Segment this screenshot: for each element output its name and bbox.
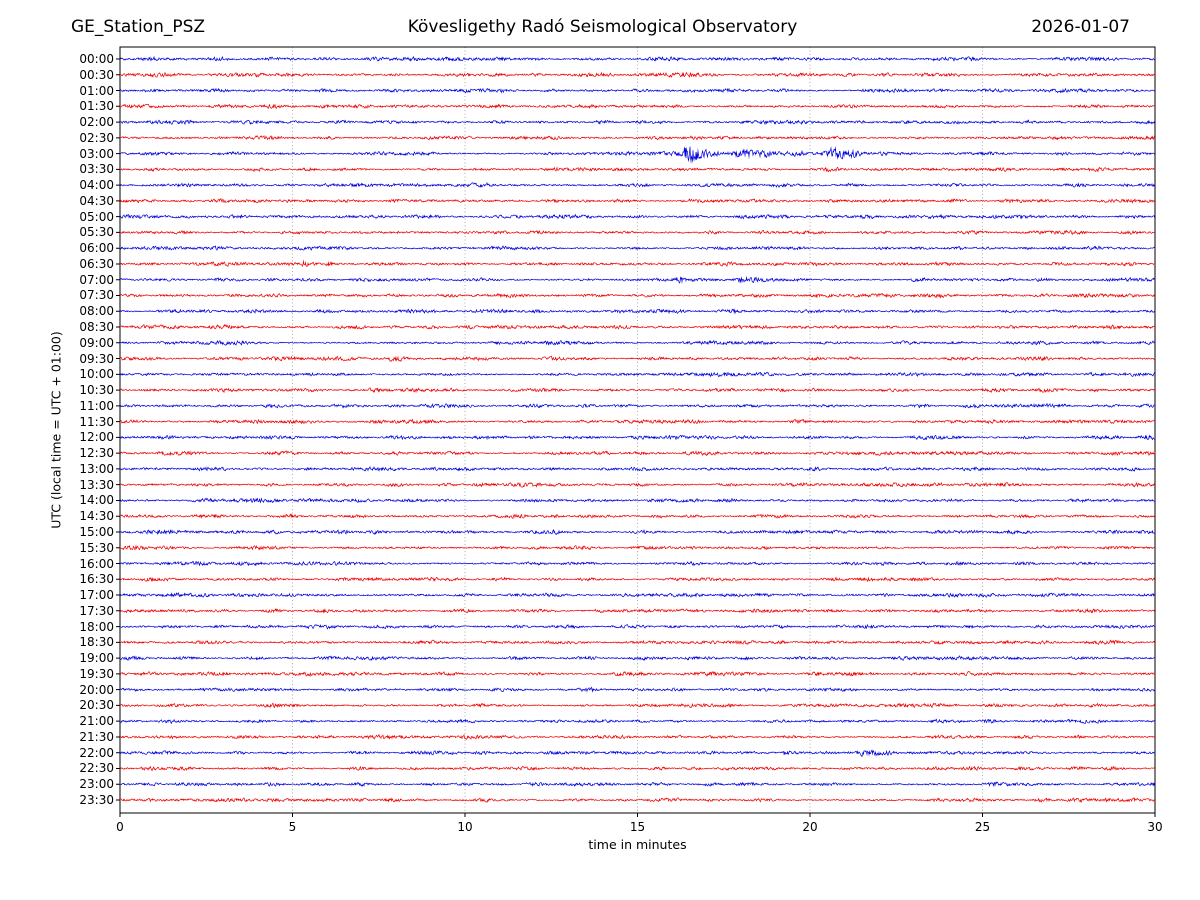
y-tick-label: 21:30 [79, 729, 114, 744]
y-tick-label: 22:30 [79, 761, 114, 776]
y-tick-label: 13:00 [79, 461, 114, 476]
y-tick-label: 00:30 [79, 67, 114, 82]
x-axis-label: time in minutes [588, 837, 687, 852]
y-tick-label: 05:00 [79, 209, 114, 224]
y-tick-label: 20:30 [79, 698, 114, 713]
y-tick-label: 13:30 [79, 477, 114, 492]
y-tick-label: 01:00 [79, 83, 114, 98]
y-tick-label: 17:30 [79, 603, 114, 618]
x-tick-label: 10 [457, 820, 473, 834]
y-tick-label: 20:00 [79, 682, 114, 697]
date-title: 2026-01-07 [1031, 17, 1130, 37]
y-tick-label: 02:00 [79, 115, 114, 130]
y-tick-label: 18:00 [79, 619, 114, 634]
y-tick-label: 19:00 [79, 651, 114, 666]
y-tick-label: 10:00 [79, 367, 114, 382]
y-tick-label: 16:30 [79, 572, 114, 587]
x-tick-label: 0 [116, 820, 124, 834]
y-tick-label: 02:30 [79, 130, 114, 145]
y-tick-label: 04:30 [79, 193, 114, 208]
y-tick-label: 06:30 [79, 256, 114, 271]
y-tick-label: 05:30 [79, 225, 114, 240]
y-tick-label: 07:00 [79, 272, 114, 287]
y-tick-label: 15:00 [79, 524, 114, 539]
y-tick-label: 17:00 [79, 588, 114, 603]
y-tick-label: 03:00 [79, 146, 114, 161]
x-tick-label: 20 [802, 820, 818, 834]
y-tick-label: 23:00 [79, 777, 114, 792]
y-tick-label: 00:00 [79, 52, 114, 66]
x-tick-label: 30 [1147, 820, 1163, 834]
station-title: GE_Station_PSZ [71, 17, 206, 37]
y-tick-label: 09:00 [79, 335, 114, 350]
y-tick-label: 09:30 [79, 351, 114, 366]
y-tick-label: 11:00 [79, 398, 114, 413]
y-tick-label: 06:00 [79, 241, 114, 256]
observatory-title: Kövesligethy Radó Seismological Observat… [407, 17, 798, 37]
y-tick-label: 10:30 [79, 383, 114, 398]
x-tick-label: 25 [974, 820, 991, 834]
y-tick-label: 11:30 [79, 414, 114, 429]
y-tick-label: 19:30 [79, 666, 114, 681]
y-tick-label: 12:00 [79, 430, 114, 445]
y-tick-label: 07:30 [79, 288, 114, 303]
y-tick-label: 08:00 [79, 304, 114, 319]
x-tick-label: 15 [629, 820, 646, 834]
y-tick-label: 21:00 [79, 714, 114, 729]
y-tick-label: 18:30 [79, 635, 114, 650]
y-tick-label: 08:30 [79, 320, 114, 335]
y-tick-label: 23:30 [79, 793, 114, 807]
y-tick-label: 15:30 [79, 540, 114, 555]
y-tick-label: 22:00 [79, 745, 114, 760]
y-tick-label: 01:30 [79, 99, 114, 114]
y-tick-label: 03:30 [79, 162, 114, 177]
y-tick-label: 16:00 [79, 556, 114, 571]
y-tick-label: 14:30 [79, 509, 114, 524]
y-tick-label: 14:00 [79, 493, 114, 508]
x-tick-label: 5 [288, 820, 297, 834]
y-tick-label: 12:30 [79, 446, 114, 461]
y-tick-label: 04:00 [79, 178, 114, 193]
